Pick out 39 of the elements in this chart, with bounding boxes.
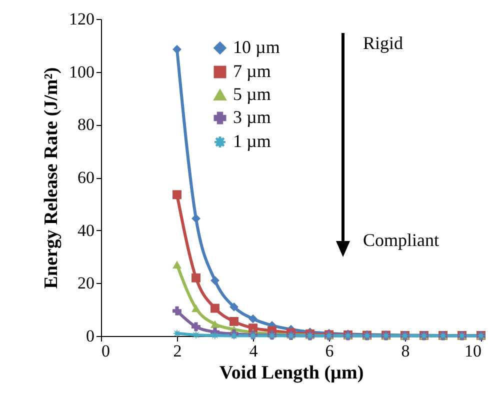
- legend-label: 3 µm: [233, 107, 271, 127]
- point: [210, 320, 220, 328]
- point: [210, 304, 220, 313]
- legend-label: 5 µm: [233, 84, 271, 104]
- annotation: Compliant: [363, 230, 439, 250]
- point: [248, 314, 258, 324]
- x-tick-label: 4: [249, 342, 258, 360]
- y-tick-label: 20: [78, 274, 94, 293]
- y-axis-title: Energy Release Rate (J/m²): [41, 67, 62, 289]
- y-tick-label: 100: [69, 62, 94, 82]
- y-tick-label: 80: [78, 115, 94, 134]
- y-tick-label: 120: [69, 10, 94, 28]
- point: [230, 302, 238, 312]
- point: [172, 44, 182, 54]
- point: [172, 260, 182, 269]
- point: [192, 304, 200, 312]
- x-tick-label: 10: [464, 342, 482, 360]
- point: [172, 306, 182, 316]
- x-tick-label: 2: [173, 342, 182, 360]
- y-tick-label: 60: [78, 168, 94, 187]
- point: [172, 190, 182, 200]
- point: [230, 317, 238, 326]
- point: [172, 328, 182, 338]
- y-tick-label: 0: [86, 326, 94, 346]
- point: [210, 331, 220, 340]
- point: [210, 276, 220, 285]
- x-tick-label: 6: [325, 342, 334, 360]
- legend-label: 7 µm: [233, 61, 271, 81]
- point: [192, 330, 200, 340]
- point: [192, 322, 200, 332]
- legend-label: 10 µm: [233, 37, 280, 57]
- annotation: Rigid: [363, 33, 404, 53]
- point: [192, 273, 200, 282]
- x-tick-label: 0: [102, 342, 110, 360]
- x-tick-label: 8: [401, 342, 410, 360]
- point: [192, 214, 200, 223]
- legend-label: 1 µm: [233, 131, 271, 151]
- x-axis-title: Void Length (µm): [219, 362, 364, 384]
- y-tick-label: 40: [78, 220, 94, 240]
